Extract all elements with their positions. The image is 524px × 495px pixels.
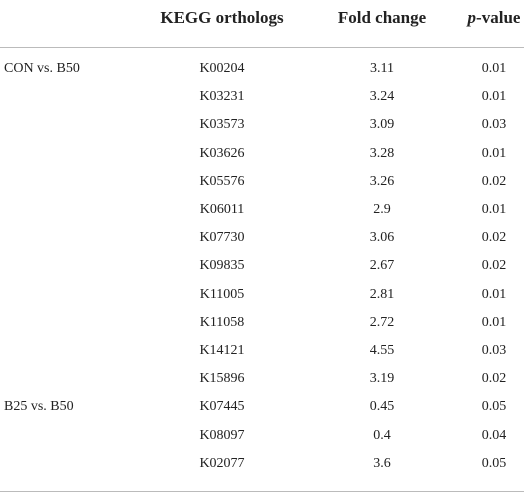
fold-change: 4.55 (369, 343, 395, 358)
group-label: B25 vs. B50 (4, 399, 74, 415)
fold-change: 2.81 (369, 286, 395, 302)
p-value: 0.05 (481, 455, 507, 471)
kegg-ortholog: K07730 (199, 230, 245, 246)
fold-change: 0.45 (369, 399, 395, 415)
kegg-ortholog: K03626 (199, 145, 245, 161)
kegg-ortholog: K11058 (199, 314, 245, 330)
p-value: 0.02 (481, 258, 507, 274)
p-value: 0.01 (481, 145, 507, 161)
p-value: 0.01 (481, 202, 507, 217)
kegg-ortholog: K11005 (199, 286, 245, 302)
kegg-ortholog: K14121 (199, 343, 245, 358)
fold-change: 3.24 (369, 89, 395, 105)
fold-change: 0.4 (373, 427, 391, 443)
fold-change: 3.6 (373, 455, 391, 471)
fold-change: 3.11 (370, 61, 394, 76)
p-value: 0.01 (481, 61, 507, 76)
kegg-ortholog: K15896 (199, 371, 245, 387)
fold-change: 3.06 (369, 230, 395, 246)
kegg-ortholog: K02077 (199, 455, 245, 471)
kegg-ortholog: K09835 (199, 258, 245, 274)
kegg-ortholog: K06011 (199, 202, 245, 217)
fold-change: 3.19 (369, 371, 395, 387)
fold-change: 2.9 (373, 202, 391, 217)
kegg-ortholog: K07445 (199, 399, 245, 415)
p-value: 0.01 (481, 89, 507, 105)
kegg-ortholog: K00204 (199, 61, 245, 76)
p-value: 0.03 (481, 343, 507, 358)
p-value: 0.02 (481, 230, 507, 246)
p-value: 0.04 (481, 427, 507, 443)
fold-change: 2.67 (369, 258, 395, 274)
p-value: 0.02 (481, 371, 507, 387)
fold-change: 2.72 (369, 314, 395, 330)
column-header: KEGG orthologs (160, 8, 284, 27)
p-value: 0.03 (481, 117, 507, 133)
header-rule (0, 47, 524, 48)
fold-change: 3.09 (369, 117, 395, 133)
kegg-ortholog: K03231 (199, 89, 245, 105)
column-header: p-value (467, 8, 521, 27)
p-value: 0.01 (481, 314, 507, 330)
p-value: 0.02 (481, 173, 507, 189)
kegg-ortholog: K08097 (199, 427, 245, 443)
column-header: Fold change (337, 8, 427, 27)
fold-change: 3.26 (369, 173, 395, 189)
fold-change: 3.28 (369, 145, 395, 161)
bottom-rule (0, 491, 524, 492)
kegg-ortholog: K03573 (199, 117, 245, 133)
p-value: 0.05 (481, 399, 507, 415)
kegg-ortholog: K05576 (199, 173, 245, 189)
p-value: 0.01 (481, 286, 507, 302)
group-label: CON vs. B50 (4, 61, 80, 76)
